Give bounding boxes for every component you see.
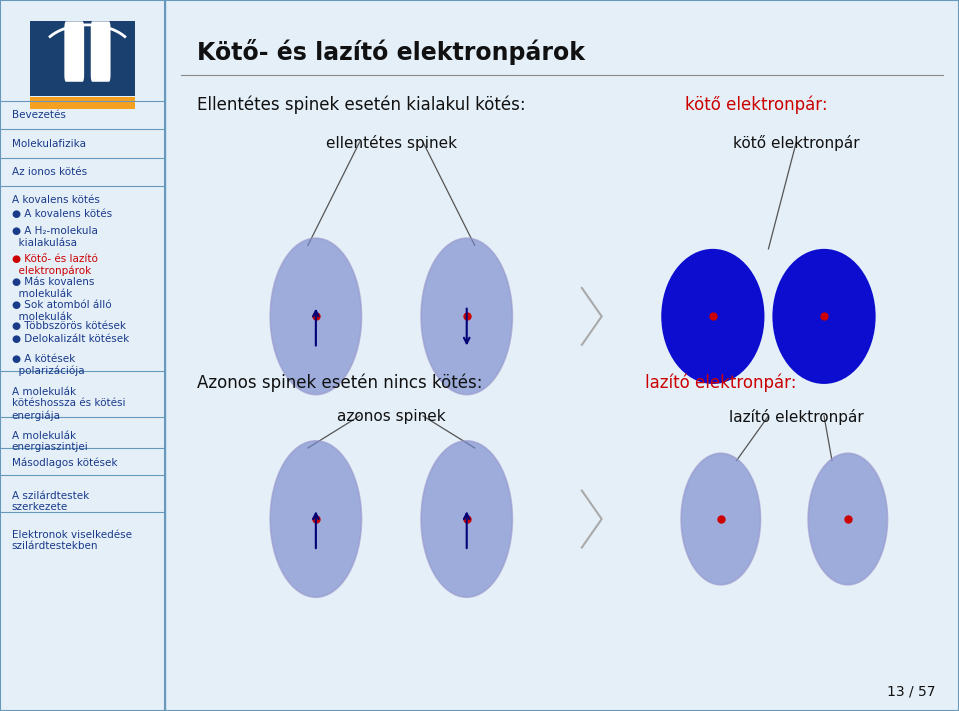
Ellipse shape (421, 441, 512, 597)
Ellipse shape (421, 238, 512, 395)
Text: 13 / 57: 13 / 57 (887, 684, 935, 698)
FancyBboxPatch shape (91, 21, 110, 82)
Text: kötő elektronpár:: kötő elektronpár: (685, 96, 828, 114)
Text: lazító elektronpár: lazító elektronpár (729, 409, 864, 425)
Ellipse shape (808, 454, 887, 584)
Ellipse shape (681, 454, 760, 584)
Text: Molekulafizika: Molekulafizika (12, 139, 85, 149)
Bar (30, 97, 135, 109)
Text: ● Sok atomból álló
  molekulák: ● Sok atomból álló molekulák (12, 300, 111, 321)
Text: Azonos spinek esetén nincs kötés:: Azonos spinek esetén nincs kötés: (197, 373, 487, 392)
Text: A kovalens kötés: A kovalens kötés (12, 195, 100, 205)
Text: ● Többszörös kötések: ● Többszörös kötések (12, 321, 126, 331)
Text: Kötő- és lazító elektronpárok: Kötő- és lazító elektronpárok (197, 39, 585, 65)
Text: ● A kovalens kötés: ● A kovalens kötés (12, 209, 111, 219)
Text: A molekulák
energiaszintjei: A molekulák energiaszintjei (12, 431, 88, 452)
Text: ● A H₂-molekula
  kialakulása: ● A H₂-molekula kialakulása (12, 226, 98, 247)
Text: Ellentétes spinek esetén kialakul kötés:: Ellentétes spinek esetén kialakul kötés: (197, 96, 530, 114)
Text: lazító elektronpár:: lazító elektronpár: (645, 373, 797, 392)
Text: Másodlagos kötések: Másodlagos kötések (12, 458, 117, 469)
Text: Az ionos kötés: Az ionos kötés (12, 167, 86, 177)
Text: kötő elektronpár: kötő elektronpár (733, 135, 859, 151)
Text: A szilárdtestek
szerkezete: A szilárdtestek szerkezete (12, 491, 89, 512)
FancyBboxPatch shape (64, 21, 84, 82)
Text: ● Kötő- és lazító
  elektronpárok: ● Kötő- és lazító elektronpárok (12, 254, 98, 276)
Text: ● Más kovalens
  molekulák: ● Más kovalens molekulák (12, 277, 94, 299)
Text: A molekulák
kötéshossza és kötési
energiája: A molekulák kötéshossza és kötési energi… (12, 387, 125, 421)
Text: azonos spinek: azonos spinek (337, 409, 446, 424)
Bar (30, 21, 135, 96)
Ellipse shape (270, 238, 362, 395)
Ellipse shape (772, 249, 876, 384)
Text: Elektronok viselkedése
szilárdtestekben: Elektronok viselkedése szilárdtestekben (12, 530, 131, 551)
Text: Bevezetés: Bevezetés (12, 110, 65, 120)
Ellipse shape (270, 441, 362, 597)
Ellipse shape (662, 249, 764, 384)
Text: ● A kötések
  polarizációja: ● A kötések polarizációja (12, 354, 84, 376)
Text: ● Delokalizált kötések: ● Delokalizált kötések (12, 334, 129, 344)
Text: ellentétes spinek: ellentétes spinek (326, 135, 456, 151)
